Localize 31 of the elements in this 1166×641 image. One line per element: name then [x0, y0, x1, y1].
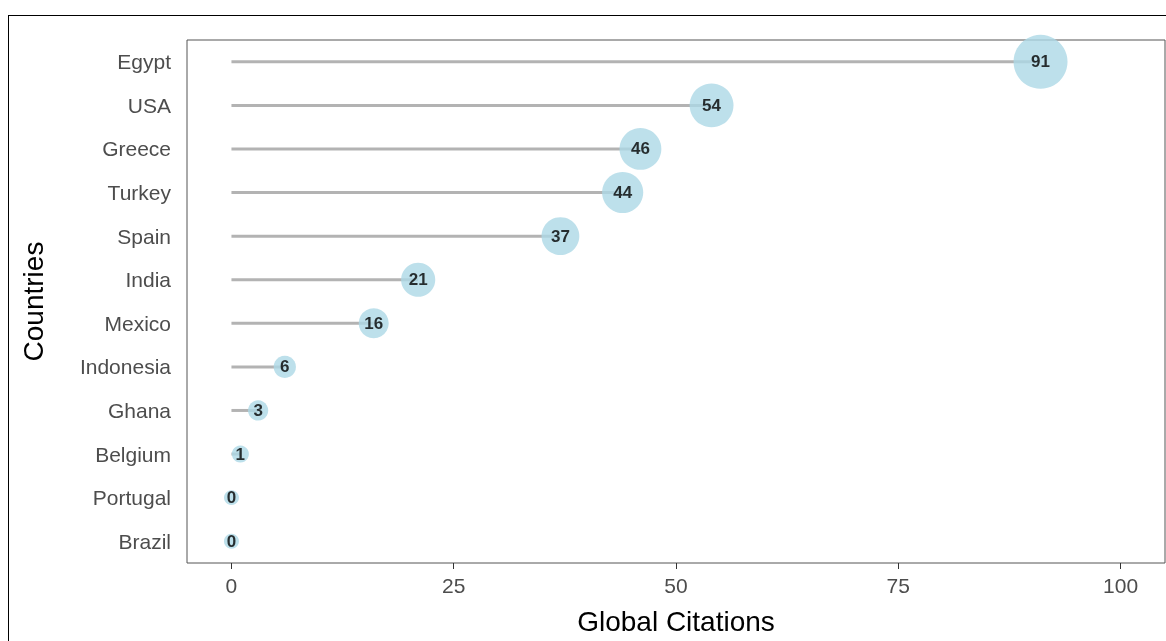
data-label: 16	[364, 313, 384, 333]
x-tick-label: 0	[225, 574, 238, 597]
data-label: 91	[1031, 52, 1050, 72]
y-tick-label: Spain	[117, 224, 171, 248]
data-label: 21	[408, 270, 428, 290]
y-tick-label: Belgium	[95, 442, 171, 466]
x-tick-label: 50	[664, 574, 688, 597]
data-label: 0	[226, 488, 237, 508]
y-tick-label: Brazil	[118, 529, 171, 553]
x-tick-label: 25	[442, 574, 466, 597]
x-axis-title: Global Citations	[577, 605, 775, 637]
y-tick-label: Turkey	[107, 181, 172, 205]
x-tick-label: 100	[1103, 574, 1139, 597]
data-label: 44	[613, 183, 633, 203]
y-tick-label: Ghana	[107, 398, 172, 422]
data-label: 0	[226, 531, 237, 551]
y-tick-label: Egypt	[117, 50, 172, 74]
y-tick-label: Indonesia	[79, 355, 172, 379]
data-label: 46	[630, 139, 650, 159]
y-tick-label: USA	[127, 93, 171, 117]
y-tick-label: India	[125, 268, 172, 292]
y-tick-label: Mexico	[104, 311, 171, 335]
y-tick-label: Portugal	[92, 486, 171, 510]
y-axis-title: Countries	[17, 241, 49, 362]
data-label: 3	[253, 400, 263, 420]
data-label: 37	[550, 226, 570, 246]
y-tick-label: Greece	[102, 137, 171, 161]
data-label: 54	[702, 95, 722, 115]
data-label: 1	[235, 444, 246, 464]
data-label: 6	[280, 357, 290, 377]
x-tick-label: 75	[886, 574, 910, 597]
